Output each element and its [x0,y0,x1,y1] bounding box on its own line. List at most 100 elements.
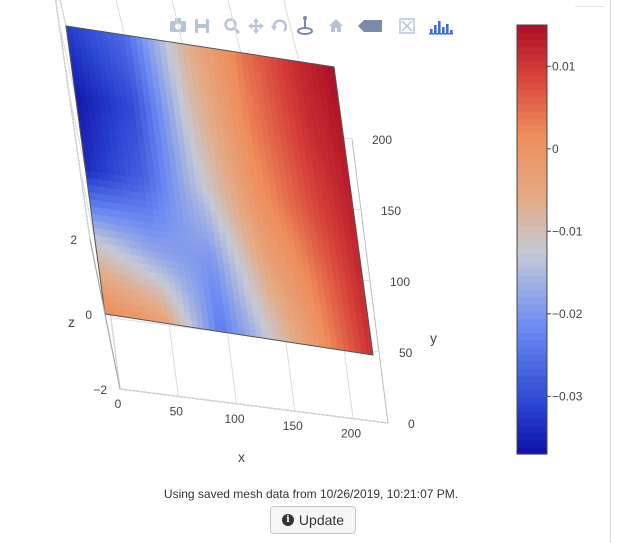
colorbar-swatch [517,39,547,48]
colorbar-swatch [517,210,547,219]
colorbar-swatch [517,75,547,83]
axis-ticks: 0 50 100 150 200 0 50 100 150 200 −2 0 2 [70,133,415,441]
z-axis-title: z [68,314,75,330]
colorbar-swatch [517,239,547,248]
x-tick-label: 50 [170,404,184,418]
colorbar-swatch [517,375,547,384]
colorbar-swatch [517,82,547,90]
colorbar-swatch [517,318,547,326]
colorbar-swatch [517,146,547,155]
colorbar-swatch [517,218,547,226]
colorbar-swatch [517,232,547,241]
colorbar-swatch [517,396,547,405]
colorbar-swatch [517,160,547,169]
colorbar: 0.01 0 −0.01 −0.02 −0.03 [516,24,583,455]
colorbar-swatch [517,339,547,348]
colorbar-swatch [517,60,547,69]
autoscale-icon[interactable] [399,18,415,34]
colorbar-swatch [517,332,547,341]
turntable-rotation-icon[interactable] [297,16,313,35]
colorbar-swatch [517,425,547,434]
colorbar-swatch [517,132,547,141]
scene-box-front [89,238,121,390]
z-tick-label: −2 [93,383,107,397]
colorbar-tick-label: −0.02 [552,307,583,321]
colorbar-swatch [517,46,547,55]
colorbar-swatch [517,311,547,319]
colorbar-swatch [517,446,547,455]
colorbar-swatch [517,353,547,362]
colorbar-swatch [517,189,547,198]
colorbar-swatch [517,389,547,398]
colorbar-swatch [517,403,547,412]
colorbar-swatch [517,110,547,119]
grid-line [55,0,91,240]
colorbar-swatch [517,153,547,162]
colorbar-swatch [517,246,547,255]
colorbar-swatch [517,275,547,283]
y-tick-label: 0 [408,417,415,431]
hover-closest-icon[interactable] [358,20,382,32]
colorbar-swatch [517,139,547,148]
colorbar-swatch [517,368,547,376]
box-edge [89,238,121,390]
colorbar-swatch [517,411,547,419]
surface-mesh[interactable] [65,25,374,356]
colorbar-swatch [517,89,547,98]
colorbar-swatch [517,289,547,298]
colorbar-swatch [517,103,547,112]
y-tick-label: 200 [372,133,392,147]
colorbar-tick-label: −0.01 [552,224,583,238]
colorbar-tick-label: 0.01 [552,59,576,73]
panel-border-top [575,6,605,7]
colorbar-swatch [517,196,547,205]
colorbar-tick-label: −0.03 [552,389,583,403]
colorbar-swatch [517,268,547,276]
info-circle-icon: i [281,514,294,526]
colorbar-swatch [517,203,547,212]
update-button-label: Update [298,512,345,528]
colorbar-swatch [517,361,547,369]
save-icon[interactable] [195,19,209,33]
modebar [170,16,453,35]
z-tick-label: 0 [85,308,92,322]
y-axis-title: y [430,330,437,346]
colorbar-swatch [517,432,547,441]
colorbar-swatch [517,303,547,312]
x-tick-label: 100 [224,412,244,426]
colorbar-swatch [517,325,547,333]
pan-icon[interactable] [248,18,264,34]
colorbar-swatch [517,125,547,133]
x-tick-label: 200 [341,427,361,441]
surface-outline [65,25,374,356]
colorbar-swatch [517,282,547,291]
z-tick-label: 2 [70,233,77,247]
y-tick-label: 150 [381,204,401,218]
panel-border [610,0,611,543]
zoom-icon[interactable] [224,18,241,35]
colorbar-swatch [517,418,547,426]
colorbar-swatch [517,225,547,233]
colorbar-swatch [517,168,547,176]
x-tick-label: 150 [283,419,303,433]
colorbar-swatch [517,296,547,305]
colorbar-swatch [517,253,547,262]
x-tick-label: 0 [115,397,122,411]
home-icon[interactable] [329,19,343,32]
y-tick-label: 50 [399,346,413,360]
colorbar-swatch [517,182,547,190]
x-axis-title: x [238,449,245,465]
colorbar-swatch [517,32,547,40]
update-button[interactable]: i Update [270,506,356,534]
plotly-logo-icon[interactable] [429,21,453,35]
colorbar-swatch [517,439,547,448]
colorbar-swatch [517,67,547,76]
surface-plot[interactable]: 0 50 100 150 200 0 50 100 150 200 −2 0 2 x y z 0.01 0… [0,0,622,480]
colorbar-swatch [517,260,547,269]
y-tick-label: 100 [390,275,410,289]
colorbar-swatch [517,53,547,62]
colorbar-swatch [517,96,547,105]
colorbar-swatch [517,117,547,126]
orbit-rotation-icon[interactable] [271,19,288,32]
colorbar-swatch [517,382,547,391]
